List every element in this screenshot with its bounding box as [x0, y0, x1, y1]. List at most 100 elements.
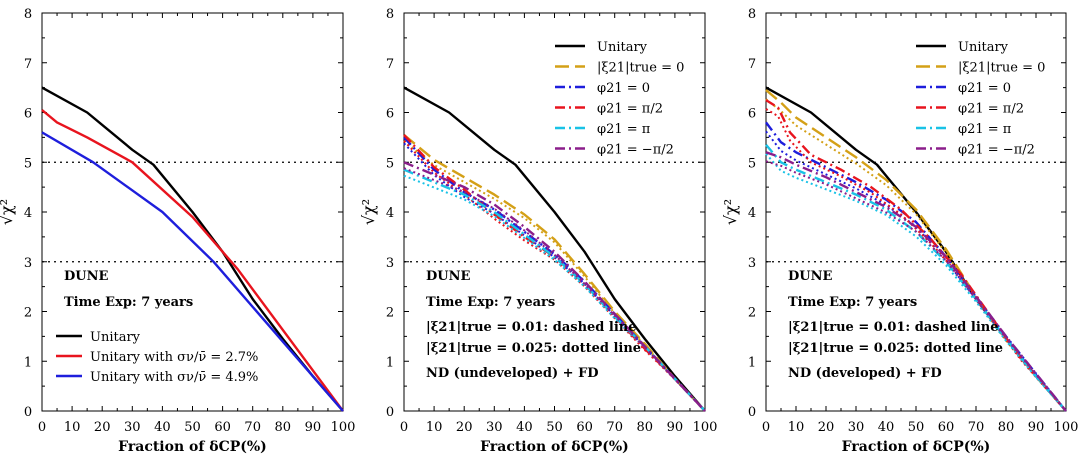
series-line-5 [765, 144, 1067, 412]
legend-entry-6: φ21 = −π/2 [597, 143, 674, 158]
y-tick-label: 8 [748, 7, 756, 22]
x-axis-label: Fraction of δCP(%) [842, 439, 991, 455]
annotation-4: |ξ21|true = 0.025: dotted line [426, 341, 641, 356]
series-line-1 [765, 86, 1067, 412]
y-tick-label: 6 [386, 107, 394, 122]
x-tick-label: 0 [762, 420, 770, 435]
legend-entry-6: φ21 = −π/2 [958, 143, 1035, 158]
series-dotted-4 [765, 108, 1067, 412]
annotation-time: Time Exp: 7 years [64, 295, 193, 310]
y-tick-label: 3 [386, 256, 394, 271]
annotation-1: DUNE [788, 269, 832, 284]
x-tick-label: 30 [124, 420, 141, 435]
series-line-4 [765, 99, 1067, 412]
y-axis-label: √χ² [721, 199, 740, 225]
x-tick-label: 20 [456, 420, 473, 435]
y-axis-label: √χ² [359, 199, 378, 225]
series-line-6 [403, 161, 706, 412]
series-dotted-2 [765, 98, 1067, 412]
x-tick-label: 100 [1054, 420, 1079, 435]
y-tick-label: 2 [24, 306, 32, 321]
y-tick-label: 5 [24, 156, 32, 171]
annotation-4: |ξ21|true = 0.025: dotted line [788, 341, 1003, 356]
x-tick-label: 50 [546, 420, 563, 435]
legend-entry-3: Unitary with σν/ν̄ = 4.9% [90, 370, 258, 385]
annotation-2: Time Exp: 7 years [426, 295, 555, 310]
x-tick-label: 40 [878, 420, 895, 435]
y-tick-label: 1 [24, 355, 32, 370]
y-tick-label: 3 [748, 256, 756, 271]
x-tick-label: 90 [667, 420, 684, 435]
x-tick-label: 100 [693, 420, 718, 435]
x-tick-label: 0 [400, 420, 408, 435]
y-tick-label: 7 [386, 57, 394, 72]
legend-entry-5: φ21 = π [958, 122, 1012, 137]
series-dotted-6 [403, 167, 706, 412]
legend-entry-2: Unitary with σν/ν̄ = 2.7% [90, 350, 258, 365]
x-axis-label: Fraction of δCP(%) [480, 439, 629, 455]
series-line-2 [41, 109, 344, 412]
series-line-5 [403, 168, 706, 412]
legend-entry-3: φ21 = 0 [958, 81, 1011, 96]
annotation-experiment: DUNE [64, 269, 108, 284]
y-tick-label: 1 [748, 355, 756, 370]
y-tick-label: 8 [24, 7, 32, 22]
legend-entry-4: φ21 = π/2 [597, 102, 663, 117]
legend-entry-4: φ21 = π/2 [958, 102, 1024, 117]
x-tick-label: 30 [486, 420, 503, 435]
x-tick-label: 90 [1028, 420, 1045, 435]
y-tick-label: 4 [748, 206, 756, 221]
x-tick-label: 80 [275, 420, 292, 435]
annotation-5: ND (undeveloped) + FD [426, 366, 599, 381]
legend-entry-1: Unitary [958, 40, 1009, 55]
annotation-2: Time Exp: 7 years [788, 295, 917, 310]
x-tick-label: 70 [244, 420, 261, 435]
y-tick-label: 2 [386, 306, 394, 321]
x-tick-label: 10 [426, 420, 443, 435]
y-tick-label: 3 [24, 256, 32, 271]
y-tick-label: 2 [748, 306, 756, 321]
y-tick-label: 4 [386, 206, 394, 221]
y-tick-label: 0 [748, 405, 756, 420]
x-tick-label: 50 [908, 420, 925, 435]
chart-panel-1: 0 10 20 30 40 50 60 70 80 90 100 0 1 2 3 4 5 6 7 8 Fraction … [0, 7, 355, 455]
annotation-3: |ξ21|true = 0.01: dashed line [426, 320, 637, 335]
x-tick-label: 90 [305, 420, 322, 435]
x-axis-label: Fraction of δCP(%) [118, 439, 267, 455]
x-tick-label: 70 [606, 420, 623, 435]
x-tick-label: 40 [516, 420, 533, 435]
series-dotted-5 [765, 153, 1067, 412]
x-tick-label: 60 [214, 420, 231, 435]
series-line-6 [765, 151, 1067, 412]
legend-entry-3: φ21 = 0 [597, 81, 650, 96]
x-tick-label: 40 [154, 420, 171, 435]
y-tick-label: 5 [386, 156, 394, 171]
y-tick-label: 4 [24, 206, 32, 221]
y-tick-label: 0 [24, 405, 32, 420]
legend-entry-2: |ξ21|true = 0 [958, 61, 1045, 76]
legend-entry-1: Unitary [597, 40, 648, 55]
x-tick-label: 60 [938, 420, 955, 435]
y-tick-label: 7 [24, 57, 32, 72]
y-tick-label: 6 [24, 107, 32, 122]
x-tick-label: 100 [331, 420, 356, 435]
series-line-3 [765, 121, 1067, 412]
x-tick-label: 20 [818, 420, 835, 435]
series-line-2 [403, 133, 706, 412]
chart-panel-3: 0 10 20 30 40 50 60 70 80 90 100 0 1 2 3 4 5 6 7 8 Fraction … [721, 7, 1078, 455]
legend-entry-1: Unitary [90, 330, 141, 345]
annotation-5: ND (developed) + FD [788, 366, 942, 381]
x-tick-label: 10 [64, 420, 81, 435]
x-tick-label: 50 [184, 420, 201, 435]
x-tick-label: 70 [968, 420, 985, 435]
y-tick-label: 7 [748, 57, 756, 72]
x-tick-label: 0 [38, 420, 46, 435]
x-tick-label: 80 [637, 420, 654, 435]
y-tick-label: 6 [748, 107, 756, 122]
legend-entry-5: φ21 = π [597, 122, 651, 137]
series-line-1 [403, 86, 706, 412]
y-tick-label: 8 [386, 7, 394, 22]
chart-panel-2: 0 10 20 30 40 50 60 70 80 90 100 0 1 2 3 4 5 6 7 8 Fraction … [359, 7, 717, 455]
y-tick-label: 1 [386, 355, 394, 370]
